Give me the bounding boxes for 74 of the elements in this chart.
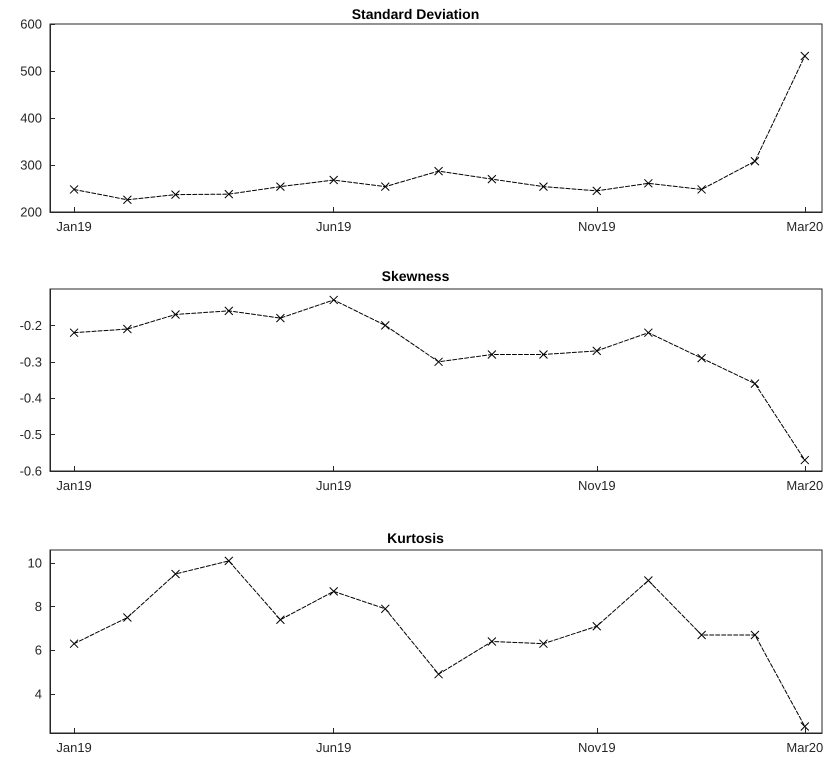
point <box>644 576 653 585</box>
x-tick-label: Jan19 <box>56 219 92 234</box>
y-tick-label: 6 <box>34 642 42 658</box>
point <box>70 639 79 648</box>
point <box>538 639 548 648</box>
point <box>434 357 444 366</box>
point <box>750 379 760 388</box>
point <box>697 354 706 363</box>
point <box>276 182 285 192</box>
y-tick-label: -0.6 <box>20 464 42 478</box>
point <box>171 310 180 319</box>
point <box>592 346 602 356</box>
point <box>697 630 706 640</box>
point <box>800 51 810 60</box>
point <box>487 174 496 184</box>
x-tick-label: Jun19 <box>316 478 352 493</box>
point <box>380 604 390 614</box>
point <box>329 295 338 304</box>
point <box>538 182 548 192</box>
y-tick-label: 300 <box>20 158 42 172</box>
point <box>750 630 760 640</box>
point <box>224 556 234 566</box>
x-tick-label: Jan19 <box>56 478 92 493</box>
x-tick-label: Nov19 <box>578 740 616 755</box>
point <box>750 156 760 166</box>
y-tick-label: -0.5 <box>20 427 42 442</box>
point <box>70 328 79 338</box>
point <box>276 615 285 624</box>
point <box>538 350 548 360</box>
x-tick-label: Nov19 <box>578 219 616 234</box>
point <box>380 182 390 192</box>
point <box>171 569 180 578</box>
chart-title: Skewness <box>382 268 450 284</box>
point <box>122 613 132 622</box>
point <box>592 622 602 631</box>
y-tick-label: 600 <box>20 16 42 32</box>
y-tick-label: 8 <box>34 599 42 614</box>
point <box>800 722 810 731</box>
x-tick-label: Jun19 <box>316 219 352 234</box>
x-tick-label: Jun19 <box>316 740 352 755</box>
point <box>329 176 338 185</box>
point <box>434 166 444 176</box>
x-tick-label: Jan19 <box>56 740 92 755</box>
x-tick-label: Nov19 <box>578 478 616 493</box>
y-tick-label: -0.3 <box>20 354 42 370</box>
y-tick-label: 400 <box>20 110 42 126</box>
point <box>592 186 602 196</box>
point <box>434 670 444 679</box>
point <box>171 190 180 200</box>
point <box>224 306 234 316</box>
chart-title: Kurtosis <box>387 530 444 546</box>
chart-title: Standard Deviation <box>352 6 480 22</box>
point <box>122 324 132 334</box>
y-tick-label: 4 <box>34 686 42 702</box>
x-tick-label: Mar20 <box>786 478 824 493</box>
y-tick-label: -0.2 <box>20 318 42 333</box>
point <box>487 350 496 360</box>
point <box>644 328 653 338</box>
y-tick-label: 200 <box>20 204 42 220</box>
point <box>800 456 810 465</box>
point <box>487 637 496 646</box>
point <box>224 190 234 199</box>
point <box>697 184 706 194</box>
y-tick-label: 10 <box>28 556 42 571</box>
point <box>276 314 285 323</box>
point <box>329 586 338 596</box>
x-tick-label: Mar20 <box>786 740 824 755</box>
y-tick-label: 500 <box>20 64 42 78</box>
point <box>70 184 79 194</box>
x-tick-label: Mar20 <box>786 219 824 234</box>
point <box>644 178 653 188</box>
y-tick-label: -0.4 <box>20 390 42 406</box>
point <box>380 320 390 330</box>
point <box>122 195 132 204</box>
